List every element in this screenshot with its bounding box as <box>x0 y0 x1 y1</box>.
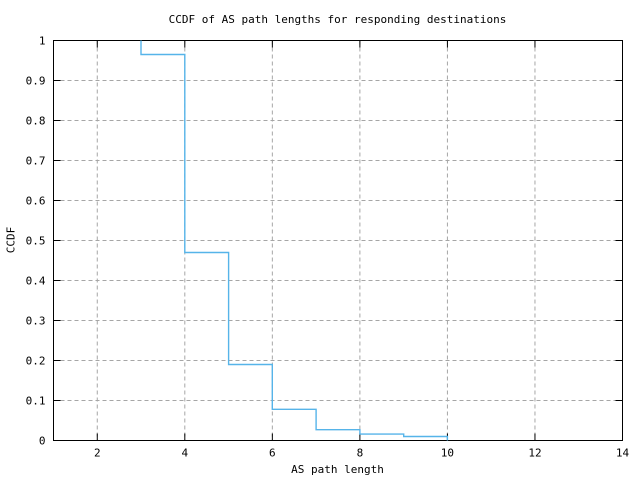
y-tick-label: 0.6 <box>26 195 46 208</box>
x-tick-label: 2 <box>94 447 101 460</box>
y-tick-label: 1 <box>39 35 46 48</box>
y-axis-label: CCDF <box>4 226 18 254</box>
y-tick-label: 0.5 <box>26 235 46 248</box>
x-tick-label: 10 <box>441 447 454 460</box>
y-tick-label: 0.1 <box>26 395 46 408</box>
y-tick-label: 0 <box>39 435 46 448</box>
ccdf-step-line <box>140 40 449 441</box>
y-tick-label: 0.9 <box>26 75 46 88</box>
y-tick-label: 0.7 <box>26 155 46 168</box>
x-tick-label: 4 <box>181 447 188 460</box>
y-tick-label: 0.3 <box>26 315 46 328</box>
x-tick-label: 14 <box>616 447 630 460</box>
x-axis-label: AS path length <box>291 463 384 476</box>
x-tick-label: 12 <box>528 447 541 460</box>
x-tick-label: 6 <box>269 447 276 460</box>
chart-title: CCDF of AS path lengths for responding d… <box>168 13 507 26</box>
y-tick-label: 0.8 <box>26 115 46 128</box>
y-tick-label: 0.4 <box>26 275 46 288</box>
y-tick-label: 0.2 <box>26 355 46 368</box>
x-tick-label: 8 <box>357 447 364 460</box>
